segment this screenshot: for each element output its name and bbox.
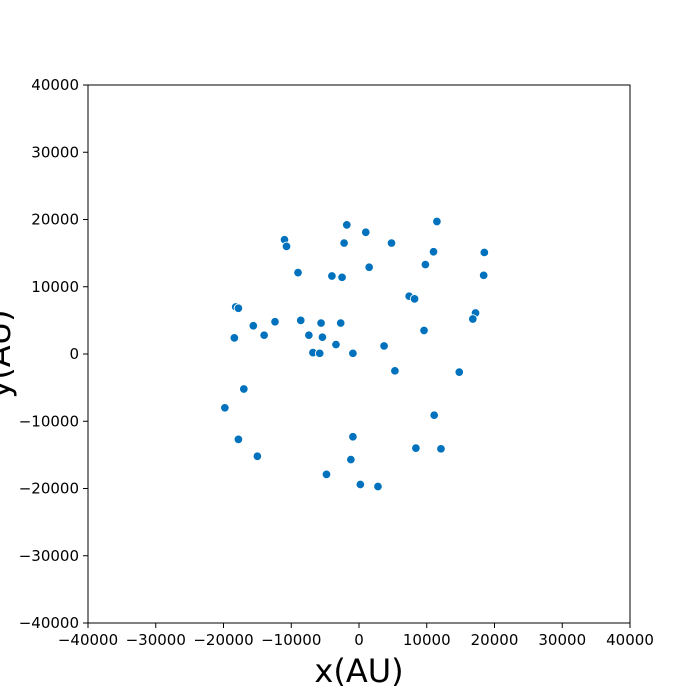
data-point-31 [331,339,341,350]
data-point-46 [346,454,356,465]
y-tick-label: 0 [69,345,79,363]
x-axis-ticks: −40000 −30000 −20000 −10000 0 10000 20000 30000… [58,623,654,649]
data-point-29 [317,332,328,342]
data-point-35 [348,348,358,359]
data-point-49 [373,481,383,492]
data-point-20 [468,314,478,324]
data-point-23 [316,318,326,328]
data-point-0 [432,216,442,227]
data-point-8 [479,247,490,258]
x-tick-label: −30000 [126,631,186,649]
data-point-42 [233,434,244,445]
y-tick-label: −20000 [19,480,79,498]
data-point-37 [454,367,465,377]
x-tick-label: 10000 [403,631,451,649]
data-point-26 [419,325,429,336]
x-tick-label: −20000 [193,631,253,649]
data-point-2 [361,227,371,238]
data-point-5 [339,238,349,248]
data-point-39 [220,403,230,413]
data-point-41 [348,431,358,442]
data-point-47 [321,469,332,480]
x-tick-label: 20000 [471,631,519,649]
data-point-34 [314,348,325,359]
axes-frame [87,84,631,624]
y-tick-label: −40000 [19,614,79,632]
x-axis-label: x(AU) [314,652,403,690]
y-tick-label: 10000 [31,278,79,296]
data-point-9 [420,259,431,270]
x-tick-label: 0 [354,631,364,649]
data-point-14 [478,270,489,281]
data-point-25 [248,321,259,331]
data-point-38 [239,384,249,394]
data-point-18 [233,303,244,314]
data-point-32 [379,341,389,351]
y-tick-label: −30000 [19,547,79,565]
data-point-27 [259,330,269,340]
data-point-11 [293,267,303,278]
y-tick-label: −10000 [19,412,79,430]
data-point-12 [327,271,337,281]
y-axis-ticks: −40000 −30000 −20000 −10000 0 10000 20000 30000… [19,76,88,632]
data-point-16 [409,294,420,304]
data-point-22 [295,315,306,326]
data-point-36 [390,366,400,376]
data-point-4 [281,241,292,252]
data-point-45 [252,451,263,461]
x-tick-label: 30000 [538,631,586,649]
x-tick-label: −40000 [58,631,118,649]
data-point-10 [364,262,374,272]
data-point-13 [337,272,347,283]
y-tick-label: 30000 [31,143,79,161]
data-point-48 [355,479,366,490]
data-point-43 [411,443,421,453]
y-axis-label: y(AU) [0,309,18,398]
y-tick-label: 40000 [31,76,79,94]
data-point-40 [429,410,439,420]
data-point-6 [386,238,397,248]
data-point-21 [270,316,280,327]
data-point-24 [335,318,346,328]
y-tick-label: 20000 [31,211,79,229]
x-tick-label: 40000 [606,631,654,649]
data-point-1 [342,220,352,230]
data-point-30 [229,333,240,343]
data-point-44 [436,444,446,454]
data-points [220,216,490,492]
data-point-28 [304,330,314,340]
data-point-7 [428,247,439,257]
x-tick-label: −10000 [261,631,321,649]
